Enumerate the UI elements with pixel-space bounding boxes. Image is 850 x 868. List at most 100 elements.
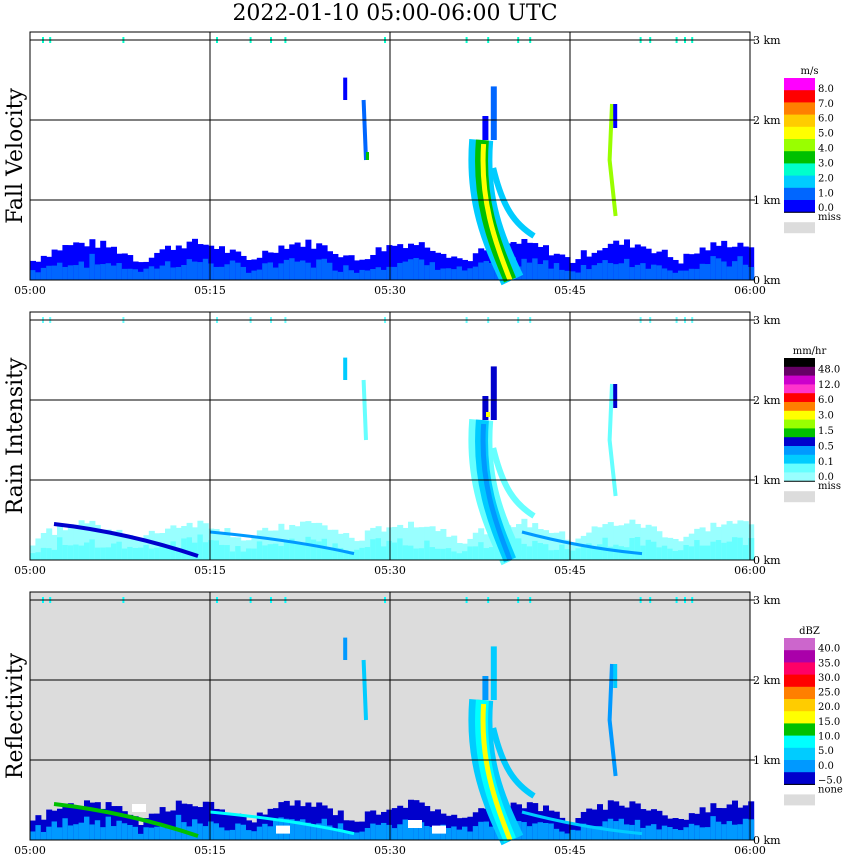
echo-cell [262, 545, 269, 560]
panel-rain-intensity: 0 km 1 km 2 km 3 km 05:00 05:15 05:30 05:45 06:0… [3, 311, 841, 577]
legend-swatch [784, 747, 815, 761]
echo-cell [375, 538, 382, 560]
echo-cell [424, 265, 431, 280]
echo-cell [456, 542, 463, 560]
echo-cell [262, 527, 269, 560]
echo-cell [116, 541, 123, 560]
echo-cell [748, 538, 755, 560]
x-tick-label: 05:45 [554, 844, 586, 857]
echo-cell [337, 533, 344, 560]
echo-cell [645, 248, 652, 280]
echo-cell [224, 528, 231, 560]
echo-cell [251, 270, 258, 280]
echo-cell [310, 267, 317, 280]
echo-cell [35, 538, 42, 560]
streak-05-27 [343, 77, 348, 101]
echo-cell [354, 832, 360, 840]
echo-cell [402, 527, 409, 560]
echo-cell [240, 824, 247, 840]
echo-cell [132, 547, 139, 560]
echo-cell [337, 257, 344, 280]
legend-label: 20.0 [818, 702, 840, 713]
echo-band [521, 810, 643, 836]
echo-band [521, 530, 643, 556]
echo-cell [327, 529, 333, 560]
echo-cell [645, 268, 652, 280]
echo-cell [597, 527, 603, 560]
echo-cell [721, 824, 728, 840]
echo-cell [624, 258, 630, 280]
no-echo-gap [276, 825, 290, 834]
echo-cell [575, 272, 582, 280]
echo-cell [413, 548, 420, 560]
echo-cell [715, 258, 722, 280]
echo-cell [737, 256, 744, 280]
echo-cell [391, 828, 398, 840]
legend-label: 12.0 [818, 380, 840, 391]
echo-cell [634, 819, 641, 840]
echo-cell [105, 547, 112, 560]
echo-cell [219, 809, 225, 840]
echo-cell [197, 534, 204, 560]
echo-cell [462, 551, 468, 560]
echo-cell [278, 263, 285, 280]
echo-cell [699, 545, 706, 560]
echo-cell [132, 826, 139, 840]
echo-cell [424, 540, 431, 560]
y-tick-label: 2 km [753, 394, 781, 407]
echo-ground-layer [30, 518, 755, 560]
echo-cell [591, 826, 598, 840]
echo-cell [580, 823, 587, 840]
echo-cell [175, 527, 182, 560]
echo-cell [575, 818, 582, 840]
echo-cell [375, 247, 382, 280]
echo-cell [100, 240, 107, 280]
echo-cell [283, 541, 290, 560]
echo-cell [553, 263, 560, 280]
legend-swatch [784, 437, 815, 447]
echo-cell [354, 260, 360, 280]
echo-cell [618, 244, 625, 280]
echo-cell [327, 808, 333, 840]
legend-swatch [784, 723, 815, 737]
legend-swatch [784, 711, 815, 724]
legend-swatch [784, 151, 815, 164]
echo-cell [661, 825, 668, 840]
echo-cell [181, 248, 188, 280]
echo-cell [310, 806, 317, 840]
y-tick-label: 2 km [753, 674, 781, 687]
echo-cell [197, 244, 204, 280]
echo-cell [154, 252, 161, 280]
echo-cell [213, 823, 220, 840]
echo-cell [381, 822, 387, 840]
legend-swatch [784, 393, 815, 403]
echo-cell [640, 527, 647, 560]
echo-cell [246, 259, 252, 280]
echo-cell [170, 829, 177, 840]
echo-cell [748, 819, 755, 840]
echo-cell [165, 544, 171, 560]
echo-cell [742, 264, 749, 280]
echo-cell [532, 823, 539, 840]
echo-cell [472, 546, 479, 560]
echo-cell [370, 539, 377, 560]
streak-05-49-top [613, 384, 618, 409]
panel-reflectivity: 0 km 1 km 2 km 3 km 05:00 05:15 05:30 05:45 06:0… [3, 591, 843, 857]
y-tick-label: 1 km [753, 754, 781, 767]
echo-cell [748, 266, 755, 280]
echo-cell [100, 529, 107, 560]
echo-cell [73, 806, 80, 840]
streak-05-49 [607, 383, 618, 497]
no-echo-gap [132, 804, 146, 813]
fall-streak-core [480, 703, 513, 841]
echo-cell [89, 802, 96, 840]
echo-cell [202, 523, 209, 560]
streak-05-27 [343, 637, 348, 661]
echo-cell [705, 545, 711, 560]
y-tick-label: 1 km [753, 194, 781, 207]
echo-cell [478, 262, 485, 280]
echo-cell [597, 804, 603, 840]
echo-cell [332, 543, 339, 560]
echo-cell [688, 254, 695, 280]
legend-label: 6.0 [818, 114, 834, 125]
